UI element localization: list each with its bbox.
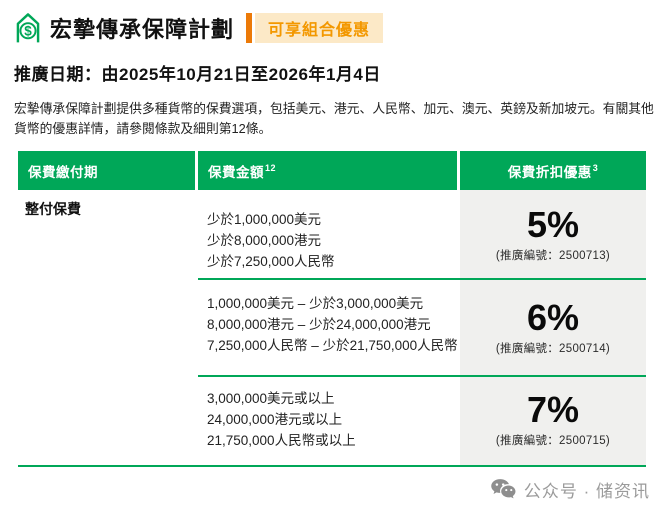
amount-line: 3,000,000美元或以上	[207, 391, 335, 406]
col-header-premium-amount: 保費金額 12	[198, 151, 457, 190]
row-divider	[198, 278, 646, 280]
col-header-label: 保費折扣優惠	[507, 164, 592, 180]
premium-amount-cell: 1,000,000美元 – 少於3,000,000美元 8,000,000港元 …	[198, 280, 460, 375]
table-row: 3,000,000美元或以上 24,000,000港元或以上 21,750,00…	[18, 375, 646, 465]
promo-code: (推廣編號：2500713)	[495, 250, 611, 262]
payment-period-cell	[18, 375, 198, 465]
col-header-premium-discount: 保費折扣優惠 3	[460, 151, 646, 190]
wechat-icon	[491, 479, 516, 499]
premium-discount-table: 保費繳付期 保費金額 12 保費折扣優惠 3 整付保費 少於1,000,000美元 …	[18, 151, 646, 467]
badge-label: 可享組合優惠	[255, 12, 384, 43]
svg-text:$: $	[24, 24, 32, 39]
table-body: 整付保費 少於1,000,000美元 少於8,000,000港元 少於7,250…	[18, 190, 646, 467]
col-header-label: 保費繳付期	[28, 164, 98, 180]
table-header: 保費繳付期 保費金額 12 保費折扣優惠 3	[18, 151, 646, 190]
discount-column-background	[460, 190, 646, 465]
col-header-payment-period: 保費繳付期	[18, 151, 195, 190]
amount-line: 7,250,000人民幣 – 少於21,750,000人民幣	[207, 338, 458, 353]
discount-percentage: 6%	[526, 296, 580, 338]
watermark-label: 公众号 · 储资讯	[523, 482, 650, 501]
payment-period-cell: 整付保費	[25, 201, 81, 217]
premium-amount-cell: 3,000,000美元或以上 24,000,000港元或以上 21,750,00…	[198, 375, 460, 465]
page-title: 宏摯傳承保障計劃	[50, 16, 235, 42]
discount-cell: 5% (推廣編號：2500713)	[460, 190, 646, 280]
amount-line: 24,000,000港元或以上	[207, 412, 343, 427]
amount-line: 少於7,250,000人民幣	[207, 254, 335, 269]
discount-percentage: 7%	[526, 389, 580, 430]
promo-code: (推廣編號：2500714)	[495, 342, 611, 355]
discount-cell: 6% (推廣編號：2500714)	[460, 280, 646, 375]
table-row: 整付保費 少於1,000,000美元 少於8,000,000港元 少於7,250…	[18, 190, 646, 280]
intro-text: 宏摯傳承保障計劃提供多種貨幣的保費選項，包括美元、港元、人民幣、加元、澳元、英鎊…	[14, 101, 654, 136]
table-row: 1,000,000美元 – 少於3,000,000美元 8,000,000港元 …	[18, 280, 646, 375]
discount-cell: 7% (推廣編號：2500715)	[460, 375, 646, 465]
col-header-label: 保費金額	[208, 164, 264, 180]
amount-line: 少於1,000,000美元	[207, 212, 322, 227]
amount-line: 1,000,000美元 – 少於3,000,000美元	[207, 296, 424, 311]
badge-accent-bar	[246, 12, 253, 43]
header: $ 宏摯傳承保障計劃 可享組合優惠	[14, 11, 384, 44]
combo-offer-badge: 可享組合優惠	[246, 12, 384, 43]
payment-period-cell	[18, 280, 198, 375]
amount-line: 21,750,000人民幣或以上	[207, 433, 356, 448]
house-dollar-icon: $	[16, 13, 40, 43]
premium-amount-cell: 少於1,000,000美元 少於8,000,000港元 少於7,250,000人…	[198, 190, 460, 280]
amount-line: 8,000,000港元 – 少於24,000,000港元	[207, 317, 431, 332]
promo-period: 推廣日期：由2025年10月21日至2026年1月4日	[14, 65, 381, 84]
discount-percentage: 5%	[526, 204, 580, 245]
row-divider	[198, 375, 646, 377]
promo-code: (推廣編號：2500715)	[495, 435, 611, 447]
amount-line: 少於8,000,000港元	[207, 233, 322, 248]
watermark: 公众号 · 储资讯	[490, 477, 650, 502]
